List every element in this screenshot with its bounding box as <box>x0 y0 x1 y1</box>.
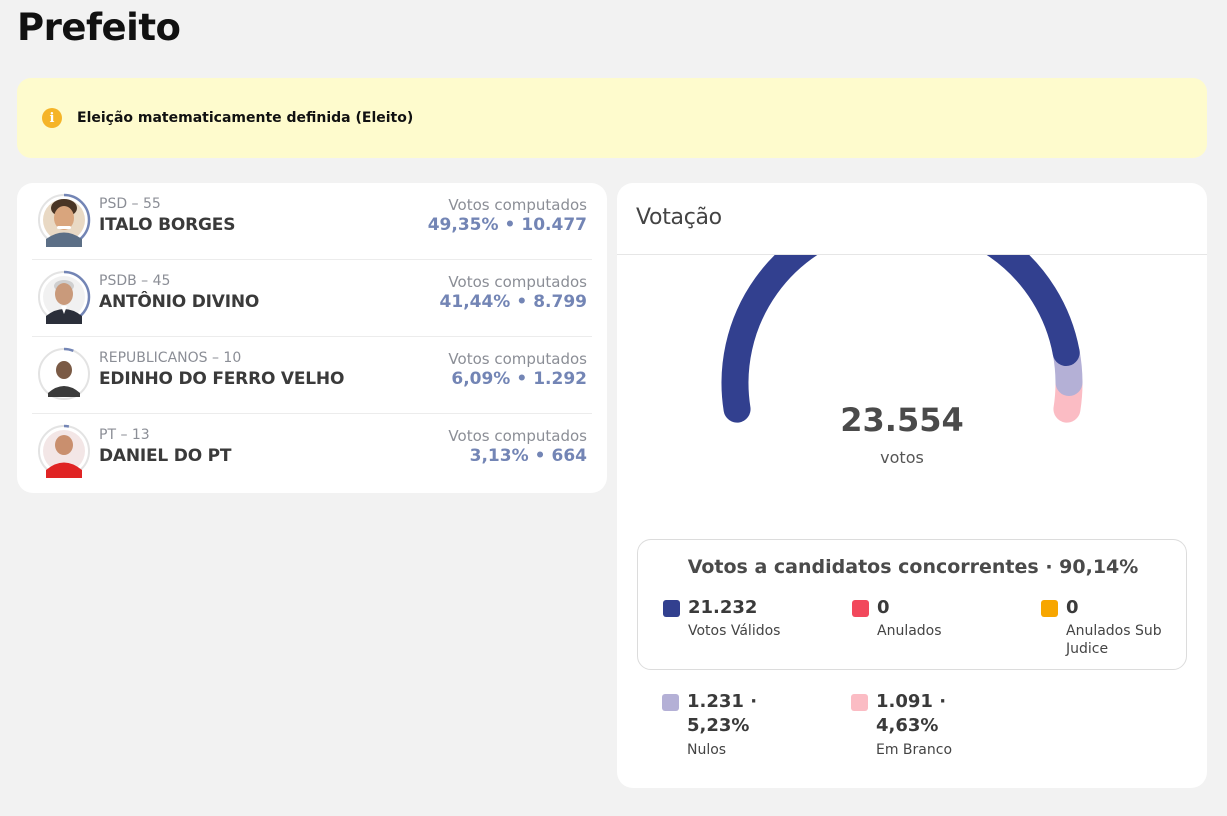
candidate-name: ITALO BORGES <box>99 215 236 235</box>
candidates-card: PSD – 55 ITALO BORGES Votos computados 4… <box>17 183 607 493</box>
candidate-avatar <box>37 270 91 324</box>
stat-value: 1.091 · 4,63% <box>876 690 946 738</box>
candidate-party: REPUBLICANOS – 10 <box>99 350 242 366</box>
candidate-row[interactable]: PSD – 55 ITALO BORGES Votos computados 4… <box>32 183 592 260</box>
candidate-avatar <box>37 424 91 478</box>
separator-dot: • <box>534 446 546 466</box>
stat-value: 1.231 · 5,23% <box>687 690 757 738</box>
candidate-avatar <box>37 193 91 247</box>
candidate-row[interactable]: PT – 13 DANIEL DO PT Votos computados 3,… <box>32 414 592 491</box>
voting-title: Votação <box>636 205 722 230</box>
total-votes-unit: votos <box>880 448 924 467</box>
stat-annulled-sub-judice: 0 Anulados Sub Judice <box>1041 596 1181 666</box>
votes-label: Votos computados <box>448 427 587 445</box>
candidate-vote-count: 664 <box>551 446 588 466</box>
legend-swatch <box>663 600 680 617</box>
stat-label: Anulados Sub Judice <box>1066 623 1162 657</box>
votes-label: Votos computados <box>448 350 587 368</box>
candidate-percent: 6,09% <box>451 369 511 389</box>
candidate-percent: 3,13% <box>469 446 529 466</box>
stat-null-votes: 1.231 · 5,23% Nulos <box>662 690 832 770</box>
stat-value: 0 <box>1066 597 1079 618</box>
candidate-row[interactable]: PSDB – 45 ANTÔNIO DIVINO Votos computado… <box>32 260 592 337</box>
candidate-vote-count: 10.477 <box>521 215 587 235</box>
stat-valid-votes: 21.232 Votos Válidos <box>663 596 833 656</box>
stat-value-percent: 4,63% <box>876 715 939 736</box>
candidate-votes: 3,13% • 664 <box>470 446 587 466</box>
candidate-votes: 6,09% • 1.292 <box>451 369 587 389</box>
legend-swatch <box>851 694 868 711</box>
gauge-segment-votos-válidos <box>721 255 1080 423</box>
separator-dot: • <box>516 292 528 312</box>
stat-annulled: 0 Anulados <box>852 596 1022 656</box>
stat-label: Em Branco <box>876 742 953 758</box>
stat-label: Votos Válidos <box>688 623 781 639</box>
stat-value-percent: 5,23% <box>687 715 750 736</box>
stat-value-count: 1.231 · <box>687 691 758 712</box>
separator-dot: • <box>504 215 516 235</box>
legend-swatch <box>852 600 869 617</box>
alert-text: Eleição matematicamente definida (Eleito… <box>77 110 414 126</box>
candidate-party: PSD – 55 <box>99 196 161 212</box>
competing-votes-box: Votos a candidatos concorrentes · 90,14%… <box>637 539 1187 670</box>
legend-swatch <box>662 694 679 711</box>
candidate-party: PSDB – 45 <box>99 273 171 289</box>
candidate-votes: 41,44% • 8.799 <box>440 292 587 312</box>
voting-card: Votação 23.554 votos Votos a candidatos … <box>617 183 1207 788</box>
candidate-party: PT – 13 <box>99 427 150 443</box>
stat-blank-votes: 1.091 · 4,63% Em Branco <box>851 690 1021 770</box>
candidate-name: EDINHO DO FERRO VELHO <box>99 369 345 389</box>
candidate-percent: 41,44% <box>439 292 511 312</box>
total-votes: 23.554 <box>840 401 964 439</box>
candidate-row[interactable]: REPUBLICANOS – 10 EDINHO DO FERRO VELHO … <box>32 337 592 414</box>
votes-label: Votos computados <box>448 196 587 214</box>
candidate-avatar <box>37 347 91 401</box>
competing-votes-title: Votos a candidatos concorrentes · 90,14% <box>687 556 1139 578</box>
vote-gauge <box>721 255 1083 423</box>
candidate-vote-count: 1.292 <box>533 369 587 389</box>
divider <box>617 254 1207 255</box>
stat-label: Anulados <box>877 623 942 639</box>
candidate-percent: 49,35% <box>427 215 499 235</box>
legend-swatch <box>1041 600 1058 617</box>
votes-label: Votos computados <box>448 273 587 291</box>
stat-value-count: 1.091 · <box>876 691 947 712</box>
stat-value: 0 <box>877 597 890 618</box>
candidate-votes: 49,35% • 10.477 <box>428 215 587 235</box>
election-status-alert: i Eleição matematicamente definida (Elei… <box>17 78 1207 158</box>
candidate-name: ANTÔNIO DIVINO <box>99 292 260 312</box>
stat-value: 21.232 <box>688 597 758 618</box>
candidate-vote-count: 8.799 <box>533 292 587 312</box>
info-icon: i <box>42 108 62 128</box>
candidate-name: DANIEL DO PT <box>99 446 232 466</box>
stat-label: Nulos <box>687 742 727 758</box>
separator-dot: • <box>516 369 528 389</box>
page-title: Prefeito <box>17 6 181 49</box>
